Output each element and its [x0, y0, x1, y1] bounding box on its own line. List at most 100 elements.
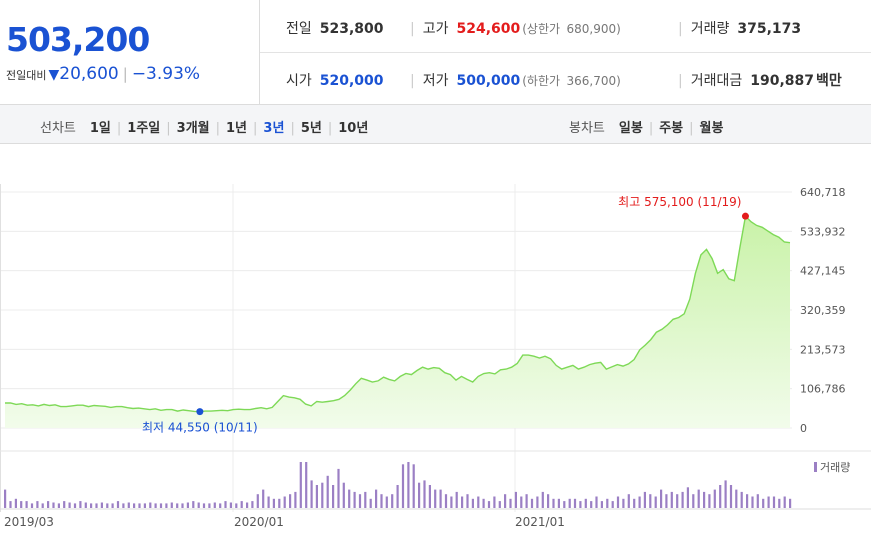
volume-bar — [520, 496, 523, 508]
change-label: 전일대비 — [6, 69, 47, 82]
max-annotation: 최고 575,100 (11/19) — [618, 195, 741, 209]
candle-period-option-2[interactable]: 월봉 — [699, 121, 724, 136]
quote-stats: 전일 523,800 | 고가 524,600 (상한가 680,900) | 거래량 37… — [260, 0, 871, 105]
volume-bar — [471, 498, 474, 508]
period-separator: | — [215, 121, 221, 136]
volume-bar — [444, 494, 448, 508]
period-option-0[interactable]: 1일 — [89, 121, 111, 136]
volume-bar — [772, 496, 776, 508]
volume-bar — [616, 496, 620, 508]
volume-bar — [633, 498, 636, 508]
period-separator: | — [327, 121, 333, 136]
volume-bar — [202, 503, 206, 508]
volume-bar — [407, 462, 410, 508]
volume-bar — [423, 480, 426, 508]
volume-bar — [756, 494, 759, 508]
quote-summary: 503,200 전일대비 ▼20,600 | −3.93% — [0, 0, 260, 105]
volume-bar — [57, 503, 60, 508]
y-tick-label: 533,932 — [800, 225, 846, 238]
volume-bar — [536, 496, 539, 508]
volume-bar — [638, 496, 641, 508]
volume-bar — [229, 502, 232, 508]
volume-bar — [154, 503, 157, 508]
price-line — [5, 214, 791, 413]
volume-bar — [143, 503, 146, 508]
volume-bar — [235, 503, 238, 508]
volume-bar — [262, 489, 265, 508]
volume-bar — [681, 491, 684, 508]
period-option-1[interactable]: 1주일 — [127, 121, 161, 136]
candle-period-option-0[interactable]: 일봉 — [618, 121, 643, 136]
line-chart-periods: 선차트 1일 | 1주일 | 3개월 | 1년 | 3년 | 5년 | 10년 — [40, 117, 368, 136]
period-option-3[interactable]: 1년 — [226, 121, 248, 136]
volume-bar — [498, 501, 501, 508]
period-option-6[interactable]: 10년 — [338, 121, 369, 136]
volume-bar — [283, 496, 286, 508]
volume-bar — [665, 494, 668, 508]
volume-bar — [73, 503, 77, 508]
volume-bar — [106, 503, 109, 508]
y-tick-label: 0 — [800, 422, 807, 435]
volume-bar — [197, 502, 200, 508]
volume-bar — [272, 498, 275, 508]
volume-bar — [122, 503, 125, 508]
volume-bar — [418, 482, 421, 508]
stat-low: | 저가 500,000 (하한가 366,700) — [410, 73, 621, 89]
max-point — [741, 212, 749, 220]
min-point — [196, 408, 204, 416]
volume-bar — [52, 502, 55, 508]
candle-chart-label: 봉차트 — [569, 121, 605, 136]
volume-bar — [509, 498, 512, 508]
change-separator: | — [122, 65, 128, 83]
volume-bar — [358, 494, 362, 508]
volume-bar — [649, 494, 652, 508]
period-option-2[interactable]: 3개월 — [176, 121, 210, 136]
y-tick-label: 320,359 — [800, 304, 846, 317]
stat-volume: | 거래량 375,173 — [678, 21, 802, 37]
volume-bar — [579, 501, 582, 508]
volume-bar — [348, 489, 351, 508]
period-option-5[interactable]: 5년 — [300, 121, 322, 136]
stat-turnover: | 거래대금 190,887 백만 — [678, 73, 842, 89]
volume-bar — [251, 501, 254, 508]
volume-bar — [90, 503, 93, 508]
volume-bar — [713, 489, 716, 508]
volume-legend-label: 거래량 — [820, 461, 850, 474]
volume-bar — [568, 498, 571, 508]
period-separator: | — [290, 121, 295, 136]
volume-bar — [606, 498, 609, 508]
volume-bar — [192, 501, 195, 508]
volume-bar — [746, 494, 749, 508]
volume-bar — [783, 496, 786, 508]
volume-bar — [294, 491, 297, 508]
volume-bar — [735, 489, 738, 508]
price-chart: 640,718 533,932 427,145 320,359 213,573 106,7… — [0, 184, 871, 529]
candle-period-option-1[interactable]: 주봉 — [659, 121, 684, 136]
volume-bar — [289, 494, 292, 508]
volume-bar — [240, 501, 243, 508]
volume-bar — [337, 468, 340, 508]
change-value: 20,600 — [59, 64, 119, 84]
volume-bar — [79, 501, 82, 508]
down-triangle-icon: ▼ — [48, 67, 60, 83]
volume-bar — [584, 498, 587, 508]
volume-bar — [332, 485, 335, 508]
volume-bar — [719, 485, 722, 508]
volume-bar — [563, 501, 566, 508]
period-option-4[interactable]: 3년 — [263, 121, 285, 136]
volume-bar — [654, 496, 657, 508]
volume-bar — [552, 498, 555, 508]
volume-bar — [159, 503, 163, 508]
volume-bar — [643, 491, 646, 508]
volume-bar — [412, 464, 415, 508]
volume-bar — [466, 494, 469, 508]
volume-bar — [41, 503, 44, 508]
volume-bar — [213, 502, 216, 508]
volume-bar — [530, 498, 534, 508]
volume-bar — [278, 498, 281, 508]
volume-bar — [315, 485, 318, 508]
volume-bar — [342, 482, 345, 508]
volume-bar — [724, 480, 727, 508]
x-tick-label: 2019/03 — [4, 515, 54, 529]
volume-bar — [676, 494, 679, 508]
